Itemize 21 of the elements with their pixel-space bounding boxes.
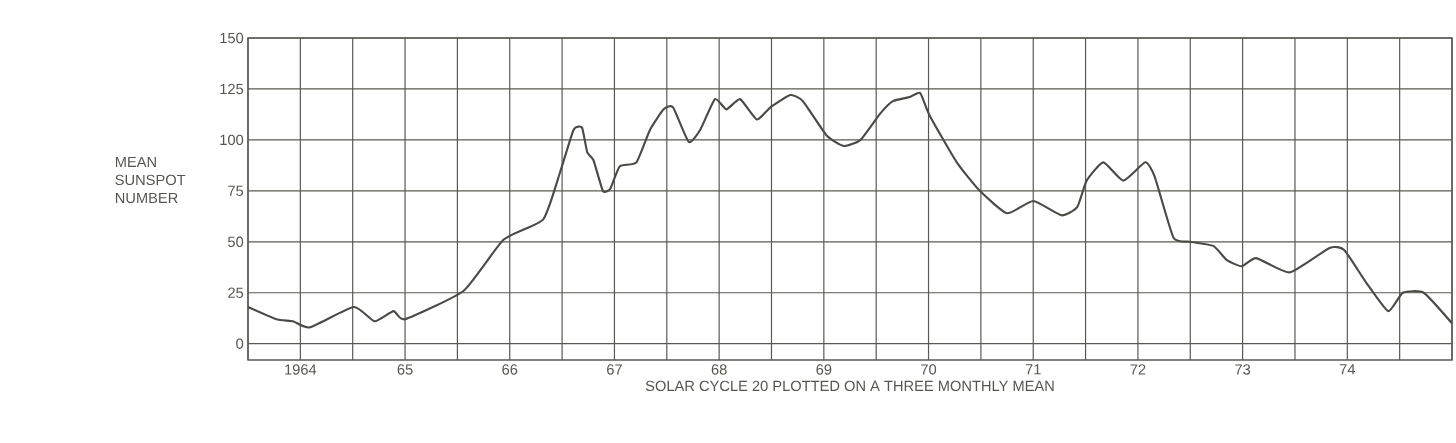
- x-tick-label: 65: [397, 364, 413, 375]
- x-tick-label: 73: [1235, 364, 1251, 375]
- x-tick-label: 72: [1130, 364, 1146, 375]
- x-tick-label: 66: [502, 364, 518, 375]
- line-series: [248, 91, 1453, 329]
- y-tick-label: 75: [228, 185, 244, 196]
- y-tick-label: 50: [228, 236, 244, 247]
- y-tick-label: 0: [236, 338, 244, 349]
- x-tick-label: 68: [711, 364, 727, 375]
- y-tick-label: 125: [220, 83, 244, 95]
- x-tick-label: 70: [921, 364, 937, 375]
- x-tick-label: 71: [1025, 364, 1041, 375]
- y-tick-label: 25: [228, 287, 244, 298]
- x-tick-label: 67: [607, 364, 622, 375]
- x-axis-title: SOLAR CYCLE 20 PLOTTED ON A THREE MONTHLY MEAN: [645, 380, 1054, 392]
- x-tick-label: 74: [1339, 364, 1356, 375]
- y-tick-label: 150: [220, 32, 244, 44]
- x-tick-label: 69: [816, 364, 832, 375]
- y-axis-title: MEAN SUNSPOT NUMBER: [115, 156, 186, 204]
- y-tick-label: 100: [220, 134, 244, 146]
- x-tick-label: 1964: [285, 364, 317, 375]
